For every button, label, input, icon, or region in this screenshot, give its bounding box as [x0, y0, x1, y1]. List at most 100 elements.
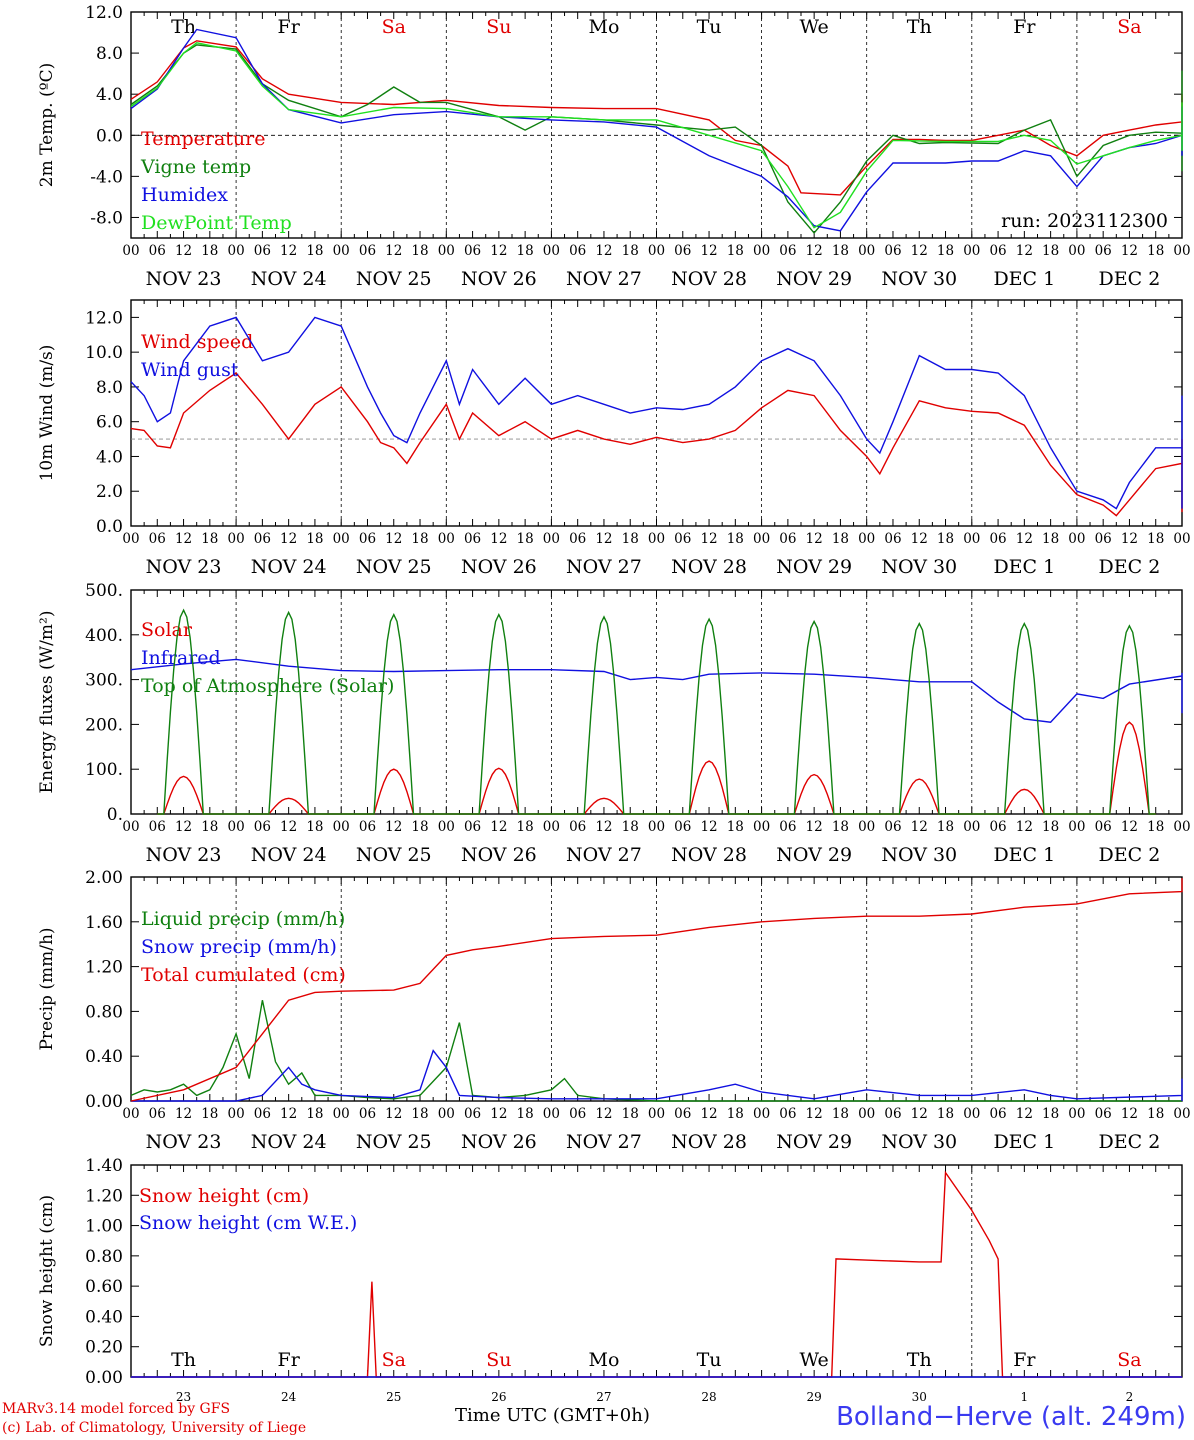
y-axis-title: 2m Temp. (ºC) — [37, 63, 57, 188]
hour-tick-label: 18 — [727, 819, 744, 835]
hour-tick-label: 18 — [622, 1106, 639, 1122]
hour-tick-label: 00 — [543, 243, 560, 259]
day-number-label: 2 — [1126, 1390, 1134, 1404]
date-label: NOV 24 — [251, 1131, 327, 1153]
series-line-2 — [131, 1049, 1183, 1102]
y-tick-label: 0.0 — [96, 126, 123, 146]
y-tick-label: 2.00 — [85, 868, 123, 888]
day-number-label: 25 — [386, 1390, 401, 1404]
hour-tick-label: 18 — [411, 1106, 428, 1122]
hour-tick-label: 06 — [779, 819, 796, 835]
panel-5: 1.40 1.20 1.00 0.80 0.60 0.40 0.20 0.00 Snow hei… — [37, 1156, 1183, 1404]
date-label: NOV 23 — [146, 1131, 222, 1153]
hour-tick-label: 18 — [1042, 531, 1059, 547]
hour-tick-label: 12 — [1016, 1106, 1033, 1122]
hour-tick-label: 12 — [490, 531, 507, 547]
date-label: DEC 2 — [1099, 1131, 1161, 1153]
date-label: NOV 25 — [356, 556, 432, 578]
hour-tick-label: 18 — [832, 819, 849, 835]
series-line-3 — [157, 608, 1156, 815]
weekday-label: We — [800, 1349, 829, 1371]
hour-tick-label: 06 — [674, 243, 691, 259]
hour-tick-label: 18 — [306, 243, 323, 259]
hour-tick-label: 06 — [149, 531, 166, 547]
date-label: NOV 30 — [881, 556, 957, 578]
hour-tick-label: 06 — [674, 819, 691, 835]
hour-tick-label: 00 — [858, 243, 875, 259]
date-label: NOV 27 — [566, 556, 642, 578]
legend-entry: Wind gust — [141, 359, 239, 381]
hour-tick-label: 18 — [937, 1106, 954, 1122]
hour-tick-label: 06 — [464, 243, 481, 259]
hour-tick-label: 06 — [254, 531, 271, 547]
hour-tick-label: 00 — [228, 243, 245, 259]
hour-tick-label: 00 — [858, 1106, 875, 1122]
date-label: NOV 24 — [251, 844, 327, 866]
y-tick-label: 4.0 — [96, 85, 123, 105]
date-label: NOV 29 — [776, 556, 852, 578]
y-tick-label: 0.0 — [96, 517, 123, 537]
y-tick-label: 0.20 — [85, 1338, 123, 1358]
y-tick-label: 1.20 — [85, 1186, 123, 1206]
hour-tick-label: 12 — [595, 243, 612, 259]
hour-tick-label: 00 — [438, 243, 455, 259]
series-line-3 — [130, 878, 1183, 1102]
hour-tick-label: 00 — [122, 819, 139, 835]
hour-tick-label: 00 — [543, 1106, 560, 1122]
run-label: run: 2023112300 — [1001, 210, 1168, 232]
hour-tick-label: 12 — [1016, 531, 1033, 547]
panel-3: 500. 400. 300. 200. 100. 0. Energy fluxes (W/m… — [37, 581, 1191, 866]
legend-entry: Snow height (cm W.E.) — [139, 1212, 357, 1234]
hour-tick-label: 00 — [1068, 1106, 1085, 1122]
hour-tick-label: 06 — [1095, 819, 1112, 835]
y-tick-label: 0.40 — [85, 1307, 123, 1327]
hour-tick-label: 12 — [385, 819, 402, 835]
series-line-4 — [130, 42, 1183, 229]
date-label: DEC 1 — [993, 1131, 1055, 1153]
date-label: DEC 2 — [1099, 556, 1161, 578]
hour-tick-label: 12 — [1121, 531, 1138, 547]
weekday-label: Tu — [697, 1349, 722, 1371]
weekday-label: Sa — [382, 1349, 406, 1371]
y-tick-label: 1.40 — [85, 1156, 123, 1176]
hour-tick-label: 12 — [1016, 819, 1033, 835]
hour-tick-label: 12 — [595, 531, 612, 547]
hour-tick-label: 06 — [359, 531, 376, 547]
legend-entry: Solar — [141, 619, 193, 641]
date-label: NOV 28 — [671, 556, 747, 578]
hour-tick-label: 00 — [438, 819, 455, 835]
hour-tick-label: 00 — [333, 243, 350, 259]
hour-tick-label: 18 — [306, 531, 323, 547]
weekday-label: We — [800, 16, 829, 38]
hour-tick-label: 18 — [1147, 1106, 1164, 1122]
date-label: NOV 28 — [671, 268, 747, 290]
hour-tick-label: 06 — [359, 819, 376, 835]
hour-tick-label: 12 — [595, 819, 612, 835]
hour-tick-label: 18 — [306, 819, 323, 835]
weekday-label: Th — [907, 1349, 932, 1371]
hour-tick-label: 12 — [280, 1106, 297, 1122]
date-label: NOV 23 — [146, 268, 222, 290]
series-line-1 — [130, 1000, 1182, 1102]
hour-tick-label: 00 — [753, 243, 770, 259]
weekday-label: Th — [907, 16, 932, 38]
hour-tick-label: 12 — [490, 243, 507, 259]
y-tick-label: 10.0 — [85, 343, 123, 363]
hour-tick-label: 12 — [911, 531, 928, 547]
date-label: NOV 27 — [566, 1131, 642, 1153]
hour-tick-label: 18 — [201, 243, 218, 259]
hour-tick-label: 18 — [517, 243, 534, 259]
date-label: DEC 1 — [993, 268, 1055, 290]
date-label: DEC 1 — [993, 844, 1055, 866]
date-label: NOV 26 — [461, 268, 537, 290]
hour-tick-label: 06 — [254, 1106, 271, 1122]
hour-tick-label: 18 — [727, 531, 744, 547]
hour-tick-label: 12 — [911, 243, 928, 259]
hour-tick-label: 12 — [806, 531, 823, 547]
date-label: NOV 29 — [776, 844, 852, 866]
hour-tick-label: 06 — [149, 819, 166, 835]
y-tick-label: -4.0 — [90, 167, 123, 187]
hour-tick-label: 18 — [201, 1106, 218, 1122]
hour-tick-label: 00 — [963, 243, 980, 259]
weekday-label: Su — [486, 1349, 511, 1371]
